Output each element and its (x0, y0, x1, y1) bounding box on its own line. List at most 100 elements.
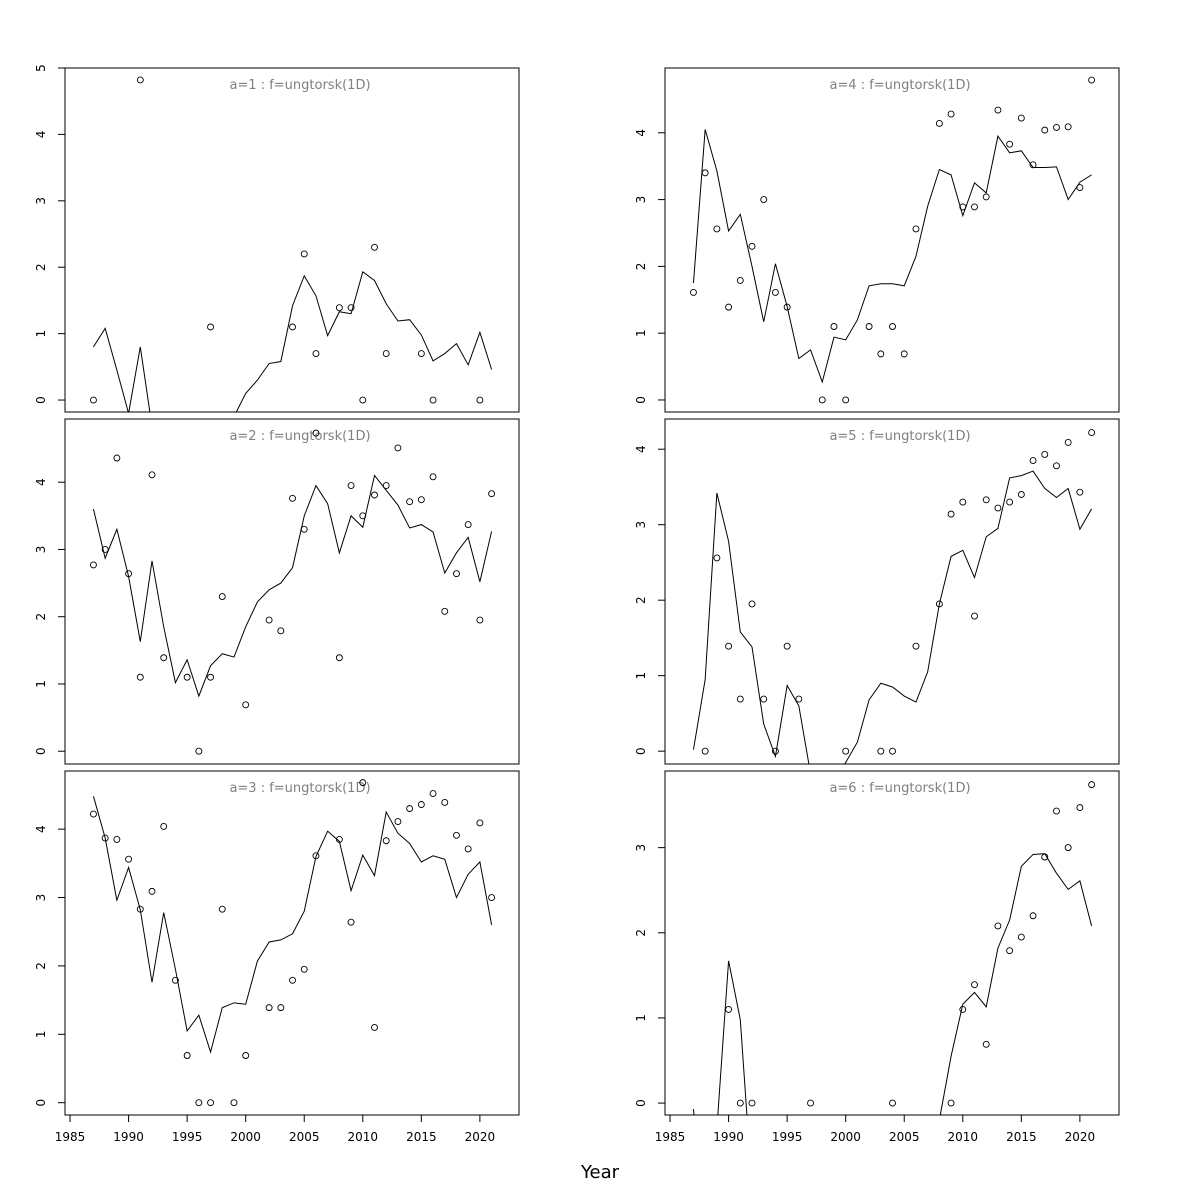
observed-point (760, 695, 768, 703)
observed-point (335, 835, 343, 843)
observed-point (406, 805, 414, 813)
y-tick-label: 4 (34, 131, 48, 139)
observed-point (160, 654, 168, 662)
observed-point (725, 303, 733, 311)
observed-point (488, 894, 496, 901)
observed-point (971, 203, 978, 211)
y-tick-label: 3 (634, 521, 648, 529)
observed-point (347, 482, 355, 490)
observed-point (90, 396, 97, 404)
observed-point (748, 1099, 756, 1107)
observed-point (771, 288, 779, 296)
observed-point (101, 834, 109, 842)
y-tick-label: 3 (34, 894, 48, 902)
observed-point (289, 323, 296, 331)
x-tick-label: 1985 (655, 1130, 686, 1144)
y-tick-label: 1 (34, 330, 48, 338)
observed-point (1006, 498, 1014, 506)
observed-point (476, 396, 484, 404)
observed-point (417, 496, 425, 504)
observed-point (265, 616, 273, 624)
observed-point (1029, 912, 1037, 920)
observed-point (371, 491, 378, 499)
observed-point (912, 642, 920, 650)
y-tick-label: 3 (634, 844, 648, 852)
observed-point (1064, 844, 1072, 852)
panel-title: a=2 : f=ungtorsk(1D) (229, 429, 370, 444)
observed-point (488, 490, 496, 498)
observed-point (736, 1099, 744, 1107)
observed-point (736, 695, 744, 703)
observed-point (994, 922, 1002, 930)
observed-point (1017, 114, 1025, 122)
observed-point (148, 471, 156, 479)
observed-point (136, 76, 144, 84)
fitted-line (92, 474, 493, 698)
panel-title: a=6 : f=ungtorsk(1D) (829, 781, 970, 796)
observed-point (230, 1099, 238, 1107)
y-tick-label: 1 (634, 672, 648, 680)
observed-point (113, 835, 121, 843)
x-tick-label: 1995 (772, 1130, 803, 1144)
observed-point (429, 473, 437, 481)
y-tick-label: 4 (34, 825, 48, 833)
x-axis-label: Year (580, 1162, 620, 1183)
observed-point (947, 1099, 955, 1107)
y-tick-label: 0 (634, 1099, 648, 1107)
observed-point (771, 747, 779, 755)
observed-point (959, 1005, 967, 1013)
observed-point (289, 976, 296, 984)
x-tick-label: 2015 (1006, 1130, 1037, 1144)
observed-point (136, 673, 144, 681)
x-tick-label: 2010 (948, 1130, 979, 1144)
x-tick-label: 2000 (830, 1130, 861, 1144)
observed-point (959, 203, 967, 211)
observed-point (830, 323, 838, 330)
observed-point (900, 350, 908, 358)
plot-frame (64, 770, 520, 1116)
observed-point (382, 350, 390, 358)
observed-point (690, 288, 697, 296)
plot-frame (64, 418, 520, 765)
x-tick-label: 2015 (406, 1130, 437, 1144)
y-tick-label: 0 (34, 396, 48, 404)
observed-point (207, 1099, 215, 1107)
observed-point (865, 323, 873, 330)
observed-point (218, 905, 226, 913)
observed-point (265, 1004, 273, 1012)
observed-point (889, 1099, 896, 1107)
panel-title: a=3 : f=ungtorsk(1D) (229, 781, 370, 796)
observed-point (148, 887, 156, 895)
observed-point (725, 1005, 733, 1013)
observed-point (242, 701, 250, 709)
observed-point (1053, 807, 1060, 815)
observed-point (783, 642, 791, 650)
observed-point (371, 243, 378, 251)
observed-point (1006, 947, 1014, 955)
observed-point (183, 1052, 191, 1059)
observed-point (242, 1052, 250, 1059)
observed-point (406, 498, 414, 506)
observed-point (300, 525, 308, 533)
observed-point (277, 1004, 285, 1012)
observed-point (748, 242, 756, 250)
observed-point (183, 673, 191, 681)
observed-point (289, 494, 296, 502)
observed-point (171, 976, 179, 984)
observed-point (382, 837, 390, 845)
observed-point (125, 855, 133, 863)
observed-point (959, 498, 967, 506)
observed-point (1053, 462, 1060, 470)
observed-point (994, 504, 1002, 512)
observed-point (464, 845, 472, 853)
observed-point (453, 570, 460, 578)
observed-point (125, 570, 133, 578)
observed-point (277, 627, 285, 635)
observed-point (312, 350, 320, 358)
x-tick-label: 1990 (113, 1130, 144, 1144)
observed-point (335, 654, 343, 662)
y-tick-label: 0 (634, 747, 648, 755)
panel-title: a=4 : f=ungtorsk(1D) (829, 78, 970, 93)
y-tick-label: 3 (634, 196, 648, 204)
